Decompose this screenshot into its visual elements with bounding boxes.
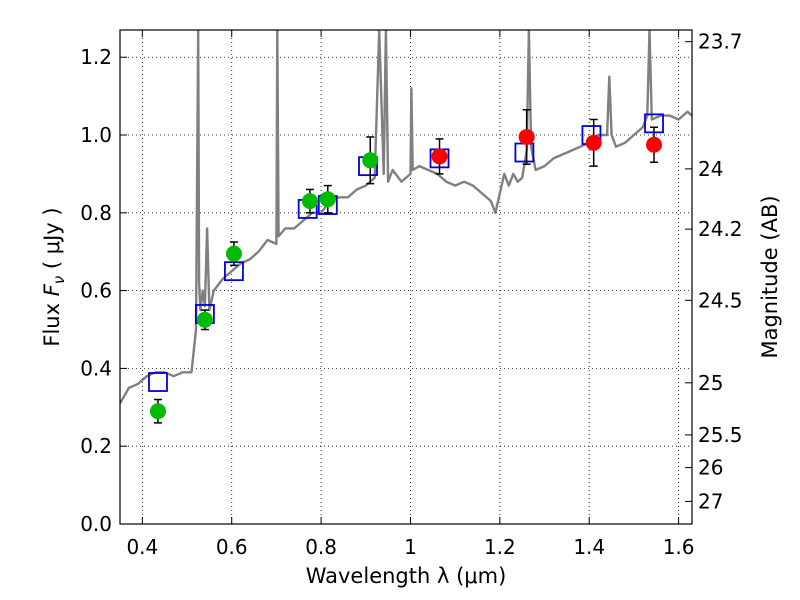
observed-green-point: [301, 193, 318, 210]
y-axis-label: Flux Fν ( μJy ): [40, 207, 68, 346]
observed-red-point: [646, 136, 663, 153]
right-tick-label: 24: [698, 157, 723, 181]
x-axis-label: Wavelength λ (μm): [306, 564, 507, 588]
observed-red-point: [431, 148, 448, 165]
observed-green-point: [362, 152, 379, 169]
y-tick-label: 1.0: [80, 123, 112, 147]
right-tick-label: 25: [698, 371, 723, 395]
y-tick-label: 0.6: [80, 279, 112, 303]
observed-green-point: [225, 245, 242, 262]
x-tick-label: 0.4: [126, 535, 158, 559]
y-tick-label: 0.2: [80, 434, 112, 458]
right-tick-label: 23.7: [698, 30, 743, 54]
model-photometry-box: [148, 372, 168, 392]
y-tick-label: 0.0: [80, 512, 112, 536]
right-tick-label: 26: [698, 456, 723, 480]
observed-green-point: [196, 311, 213, 328]
right-tick-label: 24.2: [698, 217, 743, 241]
x-tick-label: 0.6: [216, 535, 248, 559]
model-spectrum-line: [120, 30, 692, 404]
plot-frame: [119, 29, 693, 525]
observed-red-point: [518, 128, 535, 145]
observed-green-point: [319, 191, 336, 208]
observed-red-point: [585, 134, 602, 151]
right-tick-label: 25.5: [698, 423, 743, 447]
y-tick-label: 0.4: [80, 356, 112, 380]
right-axis-label: Magnitude (AB): [758, 195, 782, 358]
right-tick-label: 24.5: [698, 288, 743, 312]
axis-ticks: 0.4 0.6 0.8 1 1.2 1.4 1.6 0.0 0.2 0.4 0.6 0.8 1.0 1.2…: [80, 30, 742, 559]
data-marks: [148, 108, 664, 424]
x-tick-label: 0.8: [305, 535, 337, 559]
right-tick-label: 27: [698, 489, 723, 513]
y-tick-label: 1.2: [80, 45, 112, 69]
x-tick-label: 1: [404, 535, 417, 559]
x-tick-label: 1.4: [573, 535, 605, 559]
observed-green-point: [149, 403, 166, 420]
y-tick-label: 0.8: [80, 201, 112, 225]
x-tick-label: 1.6: [663, 535, 695, 559]
x-tick-label: 1.2: [484, 535, 516, 559]
